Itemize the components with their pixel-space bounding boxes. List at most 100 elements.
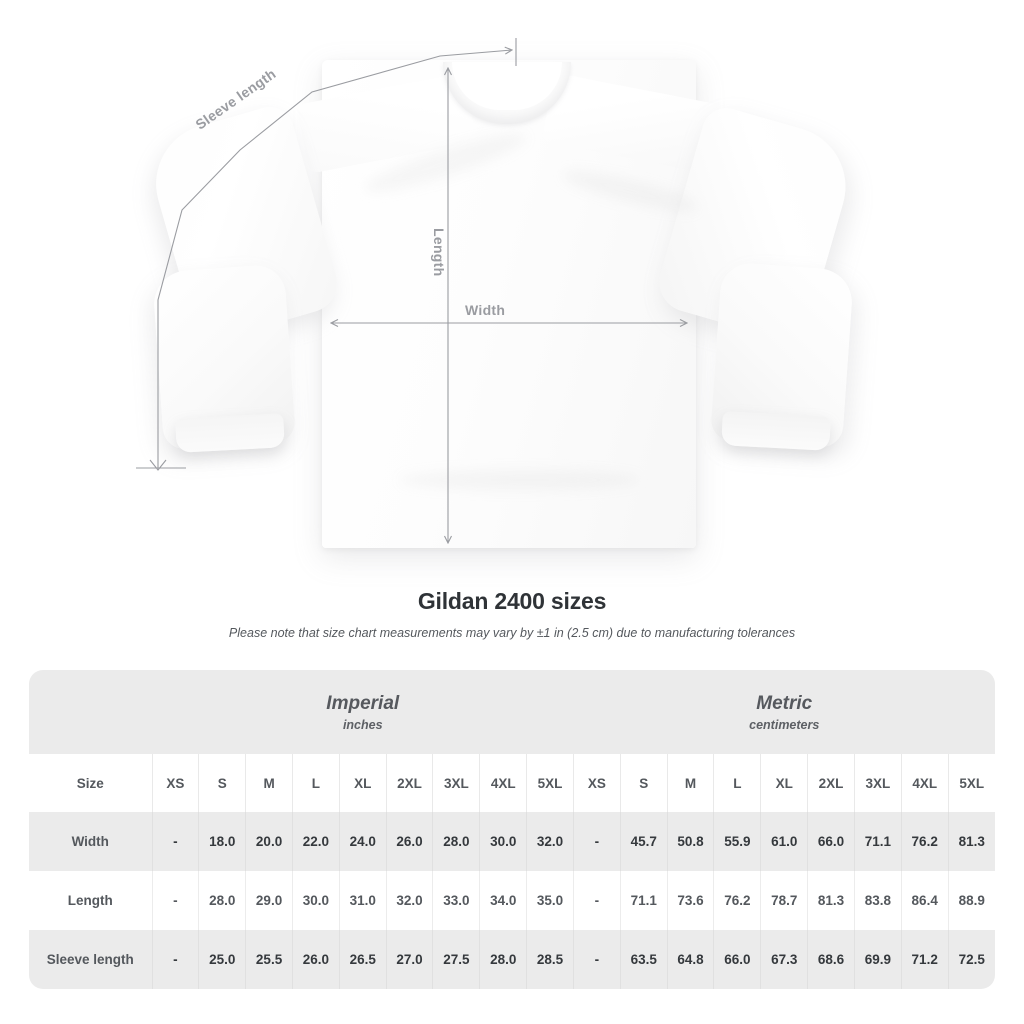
shirt-graphic	[141, 60, 860, 548]
size-column-header-imperial-2xl: 2XL	[386, 754, 434, 812]
cell-metric-length-s: 71.1	[620, 871, 668, 930]
cell-metric-width-4xl: 76.2	[901, 812, 949, 871]
shirt-fold-shadow	[400, 470, 640, 490]
cell-metric-sleeve-length-3xl: 69.9	[854, 930, 902, 989]
width-label: Width	[465, 302, 506, 318]
cell-imperial-sleeve-length-xs: -	[152, 930, 200, 989]
size-column-header-metric-3xl: 3XL	[854, 754, 902, 812]
cell-imperial-width-5xl: 32.0	[526, 812, 574, 871]
chart-heading: Gildan 2400 sizes Please note that size …	[0, 580, 1024, 640]
cell-imperial-sleeve-length-2xl: 27.0	[386, 930, 434, 989]
table-row: Sleeve length -25.0 25.5 26.0 26.5 27.0 27.5 28…	[29, 930, 995, 989]
size-column-header-imperial-xs: XS	[152, 754, 200, 812]
cell-metric-width-xs: -	[573, 812, 621, 871]
cell-metric-length-3xl: 83.8	[854, 871, 902, 930]
cell-metric-sleeve-length-l: 66.0	[713, 930, 762, 989]
cell-metric-width-m: 50.8	[667, 812, 715, 871]
size-column-header-metric-xl: XL	[760, 754, 809, 812]
cell-imperial-sleeve-length-l: 26.0	[292, 930, 340, 989]
cell-imperial-sleeve-length-4xl: 28.0	[479, 930, 528, 989]
size-column-header-imperial-l: L	[292, 754, 340, 812]
cell-metric-width-2xl: 66.0	[807, 812, 855, 871]
size-column-header-imperial-s: S	[198, 754, 247, 812]
product-illustration: Sleeve length Length Width	[136, 38, 860, 548]
imperial-sublabel: inches	[342, 718, 383, 733]
cell-imperial-width-2xl: 26.0	[386, 812, 434, 871]
cell-metric-sleeve-length-4xl: 71.2	[901, 930, 949, 989]
cell-imperial-length-5xl: 35.0	[526, 871, 574, 930]
cell-imperial-length-xs: -	[152, 871, 200, 930]
cell-imperial-width-xl: 24.0	[339, 812, 387, 871]
cell-metric-sleeve-length-s: 63.5	[620, 930, 668, 989]
cell-metric-length-5xl: 88.9	[948, 871, 995, 930]
size-column-header-imperial-xl: XL	[339, 754, 387, 812]
cell-imperial-length-xl: 31.0	[339, 871, 387, 930]
cell-metric-width-xl: 61.0	[760, 812, 809, 871]
size-column-header-imperial-5xl: 5XL	[526, 754, 574, 812]
size-chart-table-wrapper: Imperial inches Metric centimeters Size X…	[29, 670, 995, 989]
cell-metric-length-xs: -	[573, 871, 621, 930]
metric-label: Metric	[756, 692, 813, 714]
measurement-row-label: Width	[29, 812, 153, 871]
cell-imperial-length-s: 28.0	[198, 871, 247, 930]
size-chart-table: Imperial inches Metric centimeters Size X…	[29, 670, 995, 989]
cell-imperial-width-4xl: 30.0	[479, 812, 528, 871]
page-title: Gildan 2400 sizes	[417, 588, 607, 614]
size-column-header-metric-l: L	[713, 754, 762, 812]
size-column-header-metric-xs: XS	[573, 754, 621, 812]
cell-imperial-width-3xl: 28.0	[432, 812, 481, 871]
size-column-header-imperial-4xl: 4XL	[479, 754, 528, 812]
size-column-header-metric-2xl: 2XL	[807, 754, 855, 812]
cell-imperial-sleeve-length-5xl: 28.5	[526, 930, 574, 989]
cell-metric-length-xl: 78.7	[760, 871, 809, 930]
cell-metric-sleeve-length-xs: -	[573, 930, 621, 989]
measurement-row-label: Length	[29, 871, 153, 930]
cell-imperial-width-s: 18.0	[198, 812, 247, 871]
cell-metric-width-3xl: 71.1	[854, 812, 902, 871]
shirt-cuff-right	[721, 411, 831, 451]
table-row: Length -28.0 29.0 30.0 31.0 32.0 33.0 34.0 35.0-…	[29, 871, 995, 930]
cell-imperial-length-l: 30.0	[292, 871, 340, 930]
cell-imperial-sleeve-length-m: 25.5	[245, 930, 293, 989]
size-column-header-imperial-3xl: 3XL	[432, 754, 481, 812]
size-column-header-imperial-m: M	[245, 754, 293, 812]
cell-imperial-sleeve-length-xl: 26.5	[339, 930, 387, 989]
tolerance-note: Please note that size chart measurements…	[228, 626, 796, 640]
cell-imperial-length-m: 29.0	[245, 871, 293, 930]
cell-imperial-length-2xl: 32.0	[386, 871, 434, 930]
cell-imperial-width-l: 22.0	[292, 812, 340, 871]
unit-spacer-cell	[29, 670, 152, 754]
metric-sublabel: centimeters	[749, 718, 820, 733]
cell-metric-length-l: 76.2	[713, 871, 762, 930]
imperial-unit-header: Imperial inches	[152, 670, 574, 754]
cell-metric-length-4xl: 86.4	[901, 871, 949, 930]
cell-imperial-length-4xl: 34.0	[479, 871, 528, 930]
size-column-header-metric-m: M	[667, 754, 715, 812]
metric-unit-header: Metric centimeters	[573, 670, 995, 754]
cell-metric-sleeve-length-m: 64.8	[667, 930, 715, 989]
cell-metric-length-2xl: 81.3	[807, 871, 855, 930]
cell-metric-sleeve-length-2xl: 68.6	[807, 930, 855, 989]
cell-metric-sleeve-length-xl: 67.3	[760, 930, 809, 989]
size-column-header-metric-s: S	[620, 754, 668, 812]
imperial-label: Imperial	[326, 692, 400, 714]
size-column-header-metric-5xl: 5XL	[948, 754, 995, 812]
cell-metric-width-l: 55.9	[713, 812, 762, 871]
size-header-cell: Size	[29, 754, 153, 812]
table-row: Width -18.0 20.0 22.0 24.0 26.0 28.0 30.0 32.0-4…	[29, 812, 995, 871]
cell-metric-width-s: 45.7	[620, 812, 668, 871]
cell-metric-width-5xl: 81.3	[948, 812, 995, 871]
unit-system-header-row: Imperial inches Metric centimeters	[29, 670, 995, 754]
size-header-row: Size XS S M L XL 2XL 3XL 4XL 5XL XS S M L XL 2XL 3XL 4XL 5…	[29, 754, 995, 812]
shirt-cuff-left	[175, 413, 285, 453]
measurement-row-label: Sleeve length	[29, 930, 153, 989]
cell-metric-sleeve-length-5xl: 72.5	[948, 930, 995, 989]
length-label: Length	[431, 228, 447, 277]
cell-imperial-length-3xl: 33.0	[432, 871, 481, 930]
cell-imperial-sleeve-length-s: 25.0	[198, 930, 247, 989]
cell-imperial-width-xs: -	[152, 812, 200, 871]
cell-imperial-sleeve-length-3xl: 27.5	[432, 930, 481, 989]
size-chart-body: Width -18.0 20.0 22.0 24.0 26.0 28.0 30.0 32.0-4…	[29, 812, 995, 989]
cell-metric-length-m: 73.6	[667, 871, 715, 930]
cell-imperial-width-m: 20.0	[245, 812, 293, 871]
